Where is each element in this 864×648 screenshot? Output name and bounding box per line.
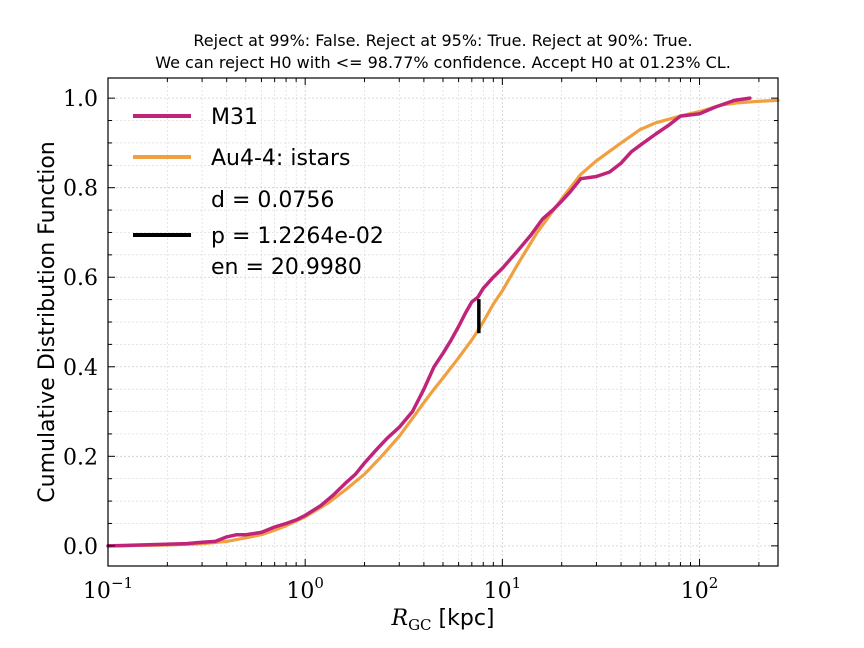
chart-subtitle: We can reject H0 with <= 98.77% confiden…	[155, 53, 731, 72]
chart-title: Reject at 99%: False. Reject at 95%: Tru…	[193, 31, 693, 50]
x-axis-label-unit: [kpc]	[432, 606, 495, 631]
x-tick-label-exponent: 1	[512, 574, 522, 592]
legend-ks-en: en = 20.9980	[211, 255, 362, 280]
legend-label-m31: M31	[211, 105, 258, 130]
x-axis-label-main: R	[390, 606, 408, 631]
x-tick-label: 101	[484, 574, 522, 604]
x-axis-label: RGC [kpc]	[390, 606, 494, 634]
x-tick-label-exponent: 2	[709, 574, 719, 592]
series-line-m31	[106, 96, 752, 548]
ticks	[107, 78, 778, 566]
legend-ks-d: d = 0.0756	[211, 188, 334, 213]
x-tick-label-base: 10	[83, 579, 111, 604]
y-tick-label: 0.6	[63, 266, 98, 291]
legend-label-au4: Au4-4: istars	[211, 146, 351, 171]
plot-frame	[107, 77, 779, 567]
y-tick-label: 0.8	[63, 177, 98, 202]
y-tick-label: 0.4	[63, 356, 98, 381]
y-tick-label: 0.0	[63, 535, 98, 560]
legend-ks-p: p = 1.2264e-02	[211, 224, 384, 249]
legend: M31 Au4-4: istars d = 0.0756 p = 1.2264e…	[133, 105, 384, 280]
y-axis-label: Cumulative Distribution Function	[35, 141, 60, 502]
tick-labels: 0.00.20.40.60.81.010−1 100 101 102	[63, 87, 718, 604]
x-tick-label-base: 10	[681, 579, 709, 604]
x-tick-label-base: 10	[286, 579, 314, 604]
y-tick-label: 0.2	[63, 445, 98, 470]
x-tick-label-base: 10	[484, 579, 512, 604]
x-axis-label-sub: GC	[408, 616, 431, 634]
x-tick-label-exponent: −1	[111, 574, 133, 592]
x-tick-label: 100	[286, 574, 324, 604]
x-tick-label-exponent: 0	[314, 574, 324, 592]
grid	[108, 78, 778, 566]
x-tick-label: 10−1	[83, 574, 133, 604]
series-layer	[106, 96, 780, 548]
series-line-au4-4	[106, 98, 780, 548]
y-tick-label: 1.0	[63, 87, 98, 112]
x-tick-label: 102	[681, 574, 719, 604]
